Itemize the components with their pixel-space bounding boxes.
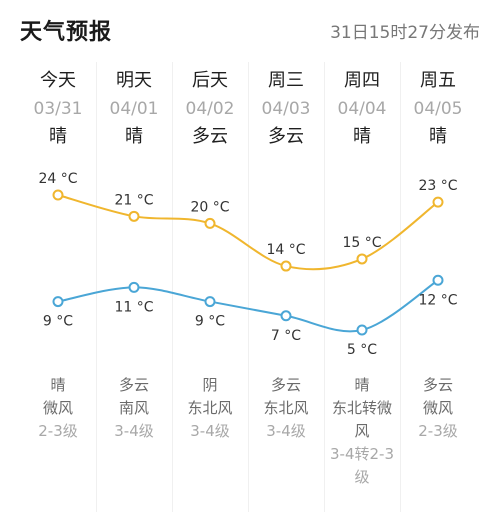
wind-direction: 东北风 [187,399,233,417]
day-name: 周四 [344,70,380,91]
wind-direction: 东北风 [263,399,309,417]
day-condition: 晴 [353,126,371,147]
wind-level: 3-4转2-3 [330,445,394,463]
high-temp-point [204,217,216,229]
night-condition: 多云 [422,376,453,394]
header: 天气预报 31日15时27分发布 [0,0,500,56]
day-column-wednesday[interactable]: 周三 04/03 多云 [248,66,324,152]
wind-level: 3-4级 [114,422,154,440]
wind-direction-cont: 风 [354,422,370,440]
night-condition: 晴 [50,376,66,394]
night-condition: 多云 [270,376,301,394]
low-temp-point [204,296,216,308]
day-date: 04/01 [109,99,159,119]
high-temp-point [280,260,292,272]
low-temp-label: 9 °C [195,314,225,330]
wind-level: 2-3级 [418,422,458,440]
day-date: 04/05 [413,99,463,119]
day-column-day-after[interactable]: 后天 04/02 多云 [172,66,248,152]
publish-time: 31日15时27分发布 [330,23,480,43]
wind-direction: 南风 [118,399,149,417]
low-temp-point [52,296,64,308]
night-info-today: 晴 微风 2-3级 [20,374,96,443]
day-name: 周五 [420,70,456,91]
day-name: 今天 [40,70,76,91]
low-temp-label: 11 °C [114,299,153,315]
high-temp-label: 14 °C [266,242,305,258]
night-info-day-after: 阴 东北风 3-4级 [172,374,248,443]
high-temp-point [52,189,64,201]
day-condition: 晴 [125,126,143,147]
high-temp-point [432,196,444,208]
day-condition: 多云 [192,126,228,147]
low-temp-point [432,274,444,286]
night-info-friday: 多云 微风 2-3级 [400,374,476,443]
low-temp-point [280,310,292,322]
low-temp-label: 7 °C [271,328,301,344]
night-condition: 阴 [202,376,218,394]
day-date: 03/31 [33,99,83,119]
night-info-thursday: 晴 东北转微 风 3-4转2-3 级 [324,374,400,489]
low-temp-label: 5 °C [347,342,377,358]
high-temp-point [128,210,140,222]
low-temp-point [356,324,368,336]
day-condition: 晴 [429,126,447,147]
high-temp-label: 21 °C [114,192,153,208]
day-name: 周三 [268,70,304,91]
wind-direction: 东北转微 [331,399,392,417]
day-column-thursday[interactable]: 周四 04/04 晴 [324,66,400,152]
day-column-friday[interactable]: 周五 04/05 晴 [400,66,476,152]
high-temp-point [356,253,368,265]
page-title: 天气预报 [20,20,113,45]
night-info-wednesday: 多云 东北风 3-4级 [248,374,324,443]
high-temp-label: 23 °C [418,178,457,194]
wind-level-cont: 级 [354,468,370,486]
night-condition: 多云 [118,376,149,394]
low-temp-point [128,281,140,293]
low-temp-label: 12 °C [418,292,457,308]
day-date: 04/03 [261,99,311,119]
high-temp-label: 20 °C [190,199,229,215]
wind-level: 3-4级 [266,422,306,440]
wind-level: 2-3级 [38,422,78,440]
day-name: 后天 [192,70,228,91]
low-temp-label: 9 °C [43,314,73,330]
high-temp-label: 15 °C [342,235,381,251]
wind-level: 3-4级 [190,422,230,440]
wind-direction: 微风 [42,399,73,417]
day-date: 04/04 [337,99,387,119]
day-column-today[interactable]: 今天 03/31 晴 [20,66,96,152]
night-condition: 晴 [354,376,370,394]
night-info-tomorrow: 多云 南风 3-4级 [96,374,172,443]
day-name: 明天 [116,70,152,91]
wind-direction: 微风 [422,399,453,417]
day-column-tomorrow[interactable]: 明天 04/01 晴 [96,66,172,152]
day-condition: 多云 [268,126,304,147]
day-condition: 晴 [49,126,67,147]
day-date: 04/02 [185,99,235,119]
high-temp-label: 24 °C [38,171,77,187]
